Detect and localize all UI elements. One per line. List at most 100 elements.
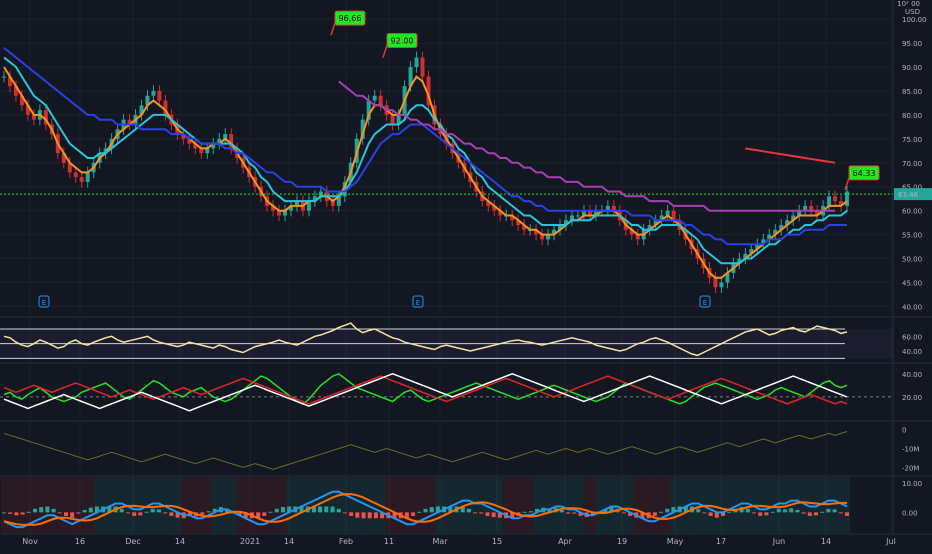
candle-body — [743, 253, 748, 259]
price-tick-label: 95.00 — [902, 40, 922, 48]
macd-bg-shade — [422, 477, 429, 533]
macd-histogram-bar — [745, 508, 750, 513]
x-tick-label: 17 — [716, 537, 726, 546]
macd-bg-shade — [608, 477, 615, 533]
candle-body — [336, 196, 341, 206]
macd-histogram-bar — [609, 507, 614, 513]
macd-histogram-bar — [318, 506, 323, 513]
macd-histogram-bar — [150, 508, 155, 513]
macd-bg-shade — [317, 477, 324, 533]
macd-bg-shade — [385, 477, 392, 533]
obv-tick-label: -10M — [902, 446, 919, 454]
callout-label: 92.00 — [391, 36, 414, 45]
candle-body — [420, 57, 425, 77]
candle-body — [552, 229, 557, 235]
macd-histogram-bar — [32, 508, 37, 513]
candle-body — [785, 220, 790, 226]
macd-histogram-bar — [696, 508, 701, 513]
macd-bg-shade — [217, 477, 225, 533]
macd-histogram-bar — [392, 512, 397, 519]
candle-body — [414, 57, 419, 68]
macd-bg-shade — [329, 477, 336, 533]
x-tick-label: 2021 — [240, 537, 260, 546]
price-tick-label: 45.00 — [902, 279, 922, 287]
macd-bg-shade — [720, 477, 727, 533]
candle-body — [725, 272, 730, 283]
macd-bg-shade — [236, 477, 243, 533]
macd-bg-shade — [397, 477, 404, 533]
macd-histogram-bar — [20, 512, 25, 515]
macd-histogram-bar — [274, 508, 279, 513]
candle-body — [378, 95, 383, 106]
macd-histogram-bar — [169, 512, 174, 516]
macd-histogram-bar — [510, 512, 515, 519]
x-tick-label: Jul — [885, 537, 896, 546]
earnings-marker — [38, 295, 50, 308]
candle-body — [815, 210, 820, 216]
macd-histogram-bar — [380, 512, 385, 519]
macd-bg-shade — [769, 477, 776, 533]
candle-body — [611, 205, 616, 211]
macd-bg-shade — [416, 477, 423, 533]
macd-bg-shade — [428, 477, 435, 533]
macd-bg-shade — [410, 477, 417, 533]
candle-body — [13, 86, 18, 96]
macd-bg-shade — [620, 477, 628, 533]
macd-bg-shade — [596, 477, 603, 533]
macd-histogram-bar — [752, 512, 757, 514]
candle-body — [145, 95, 150, 106]
macd-histogram-bar — [789, 508, 794, 513]
candle-body — [767, 234, 772, 240]
macd-histogram-bar — [132, 512, 137, 516]
callout-box — [334, 10, 366, 26]
macd-histogram-bar — [299, 506, 304, 513]
x-tick-label: 19 — [617, 537, 627, 546]
macd-bg-shade — [354, 477, 361, 533]
macd-histogram-bar — [212, 508, 217, 513]
macd-bg-shade — [186, 477, 194, 533]
macd-histogram-bar — [665, 508, 670, 513]
macd-histogram-bar — [820, 511, 825, 513]
macd-histogram-bar — [311, 506, 316, 513]
macd-histogram-bar — [776, 508, 781, 513]
obv-tick-label: 0 — [902, 427, 906, 435]
price-tick-label: 40.00 — [902, 303, 922, 311]
x-tick-label: 15 — [492, 537, 502, 546]
macd-bg-shade — [527, 477, 535, 533]
candle-body — [330, 201, 335, 206]
macd-bg-shade — [69, 477, 76, 533]
macd-histogram-bar — [783, 509, 788, 513]
macd-histogram-bar — [14, 512, 19, 516]
macd-histogram-bar — [411, 512, 416, 516]
macd-bg-shade — [782, 477, 789, 533]
macd-histogram-bar — [243, 512, 248, 518]
macd-bg-shade — [180, 477, 187, 533]
macd-bg-shade — [348, 477, 355, 533]
macd-bg-shade — [25, 477, 32, 533]
candle-body — [593, 210, 598, 216]
price-tick-label: 50.00 — [902, 256, 922, 264]
macd-bg-shade — [441, 477, 448, 533]
macd-histogram-bar — [94, 506, 99, 513]
price-tick-label: 80.00 — [902, 112, 922, 120]
macd-bg-shade — [844, 477, 851, 533]
candle-body — [187, 138, 192, 144]
rsi-line — [3, 322, 848, 357]
macd-bg-shade — [744, 477, 752, 533]
macd-bg-shade — [13, 477, 20, 533]
candle-body — [372, 95, 377, 101]
callout-box — [386, 32, 418, 48]
macd-bg-shade — [38, 477, 45, 533]
moving-average-line — [3, 66, 848, 279]
earnings-marker — [412, 295, 424, 308]
candle-body — [157, 90, 162, 101]
candle-body — [408, 67, 413, 87]
macd-bg-shade — [633, 477, 640, 533]
callout-pointer — [844, 177, 850, 191]
macd-bg-shade — [242, 477, 249, 533]
dmi-line — [3, 372, 848, 405]
macd-bg-shade — [806, 477, 814, 533]
macd-histogram-bar — [156, 509, 161, 513]
macd-bg-shade — [509, 477, 516, 533]
